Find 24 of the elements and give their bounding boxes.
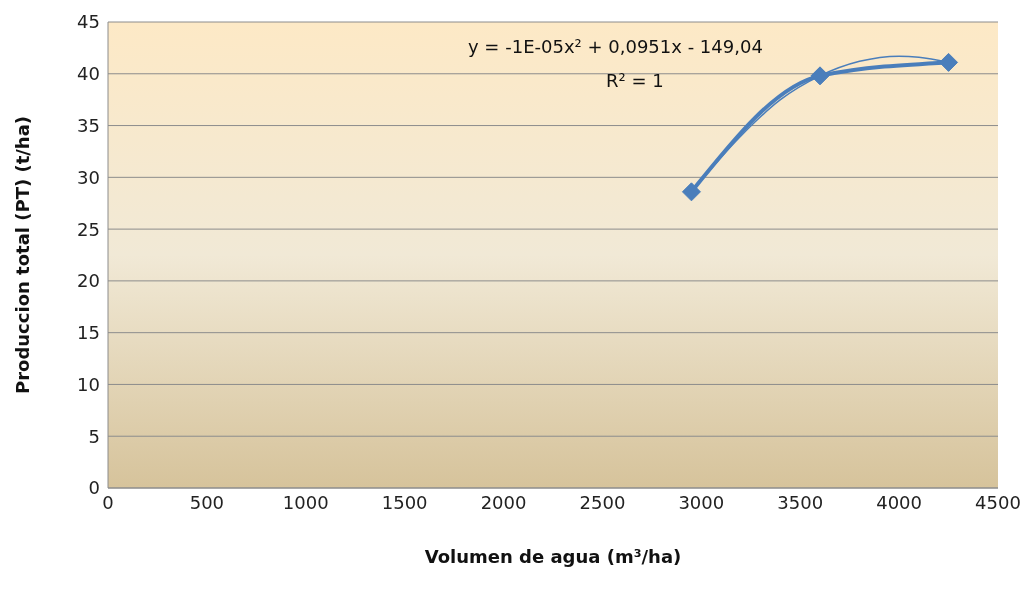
- y-tick-label: 20: [77, 270, 100, 292]
- y-tick-label: 25: [77, 218, 100, 240]
- x-tick-label: 2500: [579, 491, 626, 513]
- annotation: y = -1E-05x² + 0,0951x - 149,04: [468, 36, 763, 57]
- x-tick-label: 3000: [678, 491, 725, 513]
- x-tick-label: 2000: [480, 491, 527, 513]
- y-tick-label: 40: [77, 63, 100, 85]
- x-tick-label: 1500: [381, 491, 428, 513]
- y-tick-label: 5: [88, 425, 100, 447]
- x-axis-title: Volumen de agua (m³/ha): [424, 546, 682, 567]
- x-tick-label: 4000: [876, 491, 923, 513]
- x-tick-label: 4500: [975, 491, 1021, 513]
- x-tick-label: 1000: [282, 491, 329, 513]
- y-tick-label: 15: [77, 322, 100, 344]
- x-tick-label: 3500: [777, 491, 824, 513]
- y-tick-label: 10: [77, 373, 100, 395]
- x-tick-label: 500: [189, 491, 225, 513]
- annotation: R² = 1: [606, 70, 664, 91]
- x-tick-label: 0: [102, 491, 114, 513]
- y-tick-label: 45: [77, 11, 100, 33]
- y-tick-label: 30: [77, 166, 100, 188]
- y-axis-title: Produccion total (PT) (t/ha): [12, 115, 34, 395]
- y-tick-label: 35: [77, 114, 100, 136]
- y-tick-label: 0: [88, 477, 100, 499]
